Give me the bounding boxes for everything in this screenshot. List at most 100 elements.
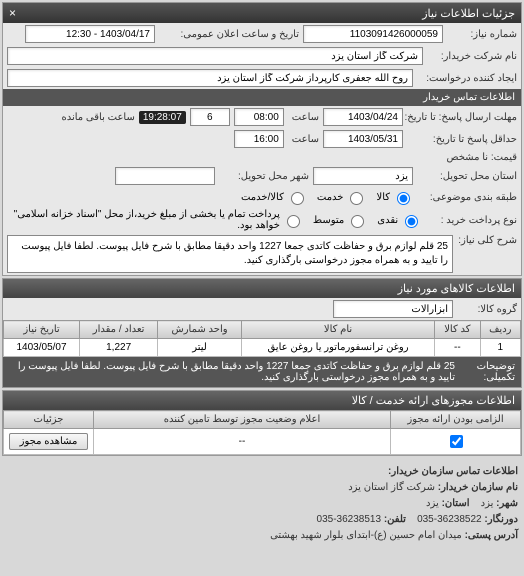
main-panel: جزئیات اطلاعات نیاز × شماره نیاز: تاریخ … <box>2 2 522 276</box>
radio-both-input[interactable] <box>291 192 304 205</box>
row-group: گروه کالا: <box>3 298 521 320</box>
input-announce-date[interactable] <box>25 25 155 43</box>
permits-header-row: الزامی بودن ارائه مجوز اعلام وضعیت مجوز … <box>4 411 521 429</box>
label-validity: حداقل پاسخ تا تاریخ: <box>407 134 517 145</box>
th-row: ردیف <box>480 321 520 339</box>
notes-text: 25 قلم لوازم برق و حفاظت کاتدی جمعا 1227… <box>9 361 455 383</box>
goods-section-title: اطلاعات کالاهای مورد نیاز <box>3 279 521 298</box>
input-request-number[interactable] <box>303 25 443 43</box>
radio-cash[interactable]: نقدی <box>377 212 421 228</box>
category-radio-group: کالا خدمت کالا/خدمت <box>241 189 413 205</box>
row-delivery: استان محل تحویل: شهر محل تحویل: <box>3 165 521 187</box>
permits-title: اطلاعات مجوزهای ارائه خدمت / کالا <box>3 391 521 410</box>
label-creator: ایجاد کننده درخواست: <box>417 73 517 84</box>
radio-cash-input[interactable] <box>405 215 418 228</box>
countdown-timer: 19:28:07 <box>139 111 186 124</box>
label-payment: نوع پرداخت خرید : <box>425 215 517 226</box>
radio-both[interactable]: کالا/خدمت <box>241 189 307 205</box>
th-date: تاریخ نیاز <box>4 321 80 339</box>
footer-address: میدان امام حسین (ع)-ابتدای بلوار شهید به… <box>270 530 462 541</box>
input-buyer[interactable] <box>7 47 423 65</box>
footer-phone-label: تلفن: <box>384 514 406 525</box>
footer-state: یزد <box>426 498 439 509</box>
footer-city: یزد <box>481 498 494 509</box>
footer-address-label: آدرس پستی: <box>465 530 518 541</box>
contact-link[interactable]: اطلاعات تماس خریدار <box>423 92 515 103</box>
label-announce-date: تاریخ و ساعت اعلان عمومی: <box>159 29 299 40</box>
row-deadline: مهلت ارسال پاسخ: تا تاریخ: ساعت 19:28:07… <box>3 106 521 128</box>
label-price: قیمت: نا مشخص <box>442 152 517 163</box>
input-city[interactable] <box>115 167 215 185</box>
footer-org-label: نام سازمان خریدار: <box>438 482 518 493</box>
radio-credit-input[interactable] <box>287 215 300 228</box>
radio-service[interactable]: خدمت <box>317 189 367 205</box>
footer-city-label: شهر: <box>496 498 518 509</box>
input-remain-days <box>190 108 230 126</box>
view-permit-button[interactable]: مشاهده مجوز <box>9 433 89 450</box>
row-request-number: شماره نیاز: تاریخ و ساعت اعلان عمومی: <box>3 23 521 45</box>
cell-code: -- <box>435 339 480 357</box>
th-name: نام کالا <box>241 321 434 339</box>
table-header-row: ردیف کد کالا نام کالا واحد شمارش تعداد /… <box>4 321 521 339</box>
panel-title: جزئیات اطلاعات نیاز <box>422 7 515 20</box>
th-required: الزامی بودن ارائه مجوز <box>391 411 521 429</box>
th-status: اعلام وضعیت مجوز توسط تامین کننده <box>94 411 391 429</box>
permits-panel: اطلاعات مجوزهای ارائه خدمت / کالا الزامی… <box>2 390 522 456</box>
notes-row: توضیحات تکمیلی: 25 قلم لوازم برق و حفاظت… <box>3 357 521 387</box>
goods-panel: اطلاعات کالاهای مورد نیاز گروه کالا: ردی… <box>2 278 522 388</box>
label-city: شهر محل تحویل: <box>219 171 309 182</box>
row-buyer: نام شرکت خریدار: <box>3 45 521 67</box>
cell-unit: لیتر <box>158 339 242 357</box>
radio-goods[interactable]: کالا <box>376 189 413 205</box>
footer-org: شرکت گاز استان یزد <box>348 482 435 493</box>
input-group[interactable] <box>333 300 453 318</box>
th-unit: واحد شمارش <box>158 321 242 339</box>
radio-goods-input[interactable] <box>397 192 410 205</box>
label-notes: توضیحات تکمیلی: <box>455 361 515 383</box>
input-deadline-date[interactable] <box>323 108 403 126</box>
input-validity-time[interactable] <box>234 130 284 148</box>
footer-title: اطلاعات تماس سازمان خریدار: <box>388 466 518 477</box>
footer-contact: اطلاعات تماس سازمان خریدار: نام سازمان خ… <box>0 458 524 550</box>
panel-header: جزئیات اطلاعات نیاز × <box>3 3 521 23</box>
footer-state-label: استان: <box>442 498 470 509</box>
row-payment: نوع پرداخت خرید : نقدی متوسط پرداخت تمام… <box>3 207 521 233</box>
payment-radio-group: نقدی متوسط پرداخت تمام یا بخشی از مبلغ خ… <box>7 209 421 231</box>
th-code: کد کالا <box>435 321 480 339</box>
radio-service-input[interactable] <box>350 192 363 205</box>
row-creator: ایجاد کننده درخواست: <box>3 67 521 89</box>
input-deadline-time[interactable] <box>234 108 284 126</box>
close-icon[interactable]: × <box>9 6 16 20</box>
input-creator[interactable] <box>7 69 413 87</box>
contact-link-row[interactable]: اطلاعات تماس خریدار <box>3 89 521 106</box>
row-validity: حداقل پاسخ تا تاریخ: ساعت <box>3 128 521 150</box>
label-buyer: نام شرکت خریدار: <box>427 51 517 62</box>
input-validity-date[interactable] <box>323 130 403 148</box>
input-delivery-state[interactable] <box>313 167 413 185</box>
label-deadline-time: ساعت <box>288 112 319 123</box>
radio-credit[interactable]: پرداخت تمام یا بخشی از مبلغ خرید،از محل … <box>7 209 303 231</box>
cell-name: روغن ترانسفورماتور یا روغن عایق <box>241 339 434 357</box>
textarea-desc[interactable]: 25 قلم لوازم برق و حفاظت کاتدی جمعا 1227… <box>7 235 453 273</box>
cell-row: 1 <box>480 339 520 357</box>
cell-details: مشاهده مجوز <box>4 429 94 455</box>
table-row[interactable]: 1 -- روغن ترانسفورماتور یا روغن عایق لیت… <box>4 339 521 357</box>
permits-row[interactable]: -- مشاهده مجوز <box>4 429 521 455</box>
footer-phone: 36238513-035 <box>317 514 382 525</box>
radio-medium[interactable]: متوسط <box>313 212 367 228</box>
row-price: قیمت: نا مشخص <box>3 150 521 165</box>
th-details: جزئیات <box>4 411 94 429</box>
footer-fax-label: دورنگار: <box>484 514 518 525</box>
row-category: طبقه بندی موضوعی: کالا خدمت کالا/خدمت <box>3 187 521 207</box>
label-validity-time: ساعت <box>288 134 319 145</box>
checkbox-required[interactable] <box>450 435 463 448</box>
goods-table: ردیف کد کالا نام کالا واحد شمارش تعداد /… <box>3 320 521 357</box>
permits-table: الزامی بودن ارائه مجوز اعلام وضعیت مجوز … <box>3 410 521 455</box>
label-desc: شرح کلی نیاز: <box>457 235 517 246</box>
label-category: طبقه بندی موضوعی: <box>417 192 517 203</box>
footer-fax: 36238522-035 <box>417 514 482 525</box>
radio-medium-input[interactable] <box>351 215 364 228</box>
cell-required <box>391 429 521 455</box>
label-deadline: مهلت ارسال پاسخ: تا تاریخ: <box>407 112 517 123</box>
label-remain-hours: ساعت باقی مانده <box>57 112 134 123</box>
